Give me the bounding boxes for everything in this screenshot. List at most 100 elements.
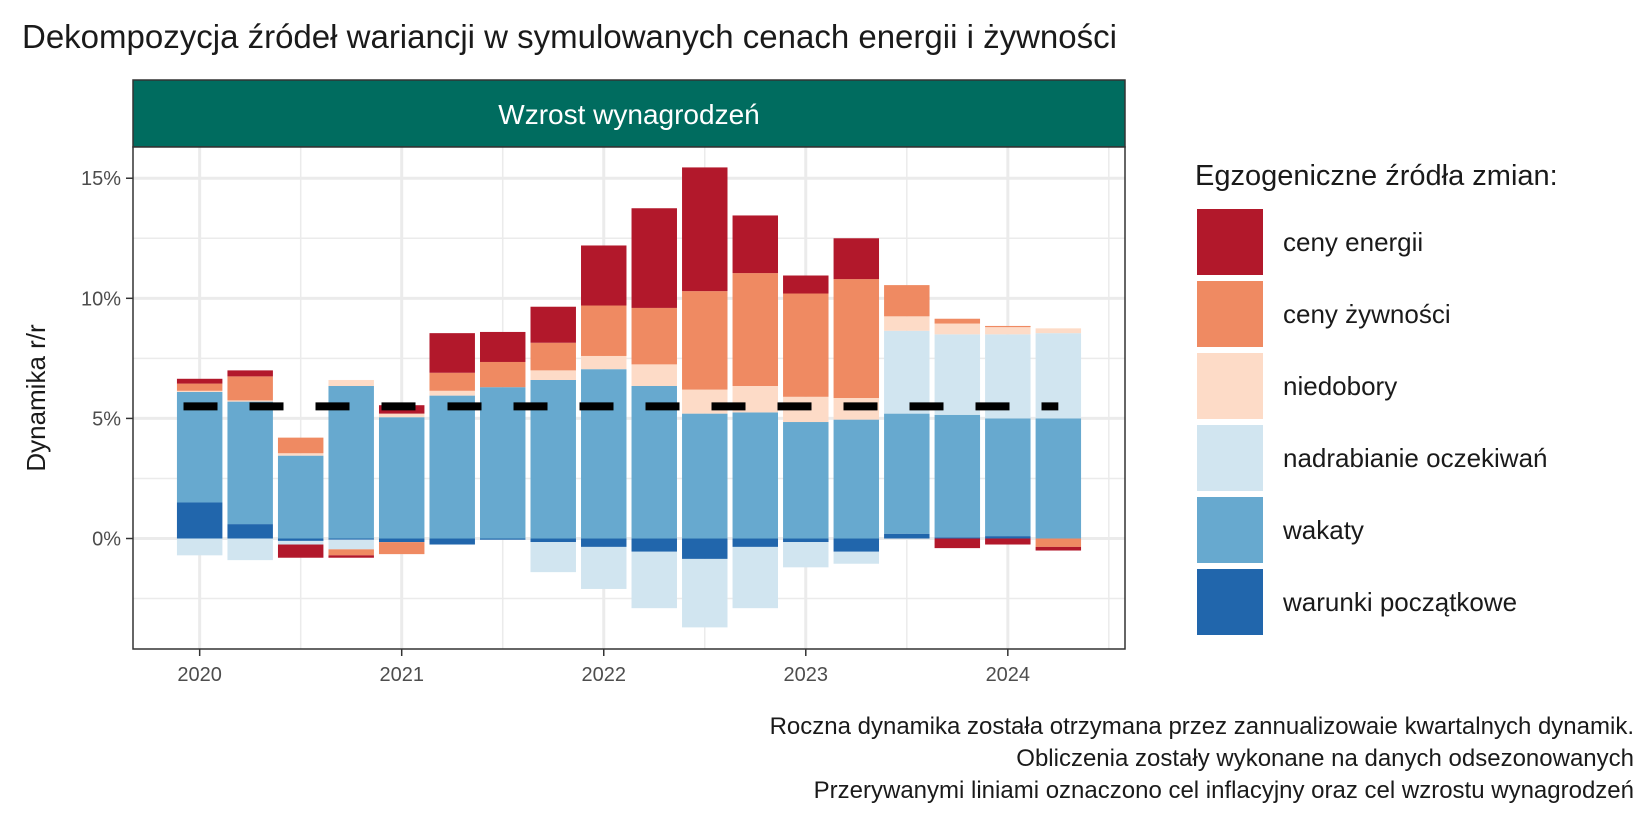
bar-segment — [884, 413, 930, 534]
x-tick-label: 2023 — [784, 664, 829, 686]
bar-segment — [429, 372, 475, 391]
bar-segment — [631, 307, 677, 365]
bar-segment — [631, 364, 677, 386]
bar-segment — [176, 390, 223, 392]
legend-swatch — [1197, 569, 1263, 635]
bar-segment — [429, 538, 475, 545]
facet-label: Wzrost wynagrodzeń — [498, 99, 759, 130]
legend-swatch — [1197, 209, 1263, 275]
x-tick-label: 2024 — [986, 664, 1031, 686]
bar-segment — [176, 538, 223, 556]
bar-segment — [985, 325, 1031, 328]
bar-segment — [328, 549, 374, 556]
legend: Egzogeniczne źródła zmian: ceny energii c… — [1195, 160, 1558, 635]
bar-segment — [682, 291, 728, 390]
legend-label: ceny energii — [1283, 227, 1423, 257]
bar-segment — [328, 555, 374, 558]
bar-segment — [682, 558, 728, 628]
bar-segment — [833, 538, 880, 552]
bar-segment — [581, 546, 627, 589]
bar-segment — [732, 412, 779, 539]
bar-segment — [783, 293, 829, 397]
bar-segment — [227, 524, 273, 539]
bar-segment — [682, 167, 728, 292]
bar-segment — [277, 540, 324, 545]
caption-3: Przerywanymi liniami oznaczono cel infla… — [813, 777, 1634, 804]
bar-segment — [1035, 418, 1082, 539]
bar-segment — [530, 342, 576, 371]
legend-swatch — [1197, 281, 1263, 347]
bar-segment — [479, 538, 526, 540]
bar-segment — [732, 546, 779, 609]
bar-segment — [479, 387, 526, 539]
bar-segment — [277, 538, 324, 541]
legend-label: nadrabianie oczekiwań — [1283, 443, 1548, 473]
y-axis-title: Dynamika r/r — [21, 324, 51, 472]
bar-segment — [176, 378, 223, 384]
bar-segment — [277, 455, 324, 539]
bar-segment — [581, 369, 627, 539]
bar-segment — [833, 551, 880, 564]
bar-segment — [176, 391, 223, 503]
bar-segment — [277, 544, 324, 558]
bar-segment — [934, 323, 981, 335]
bar-segment — [631, 385, 677, 539]
bar-segment — [378, 417, 425, 539]
bar-segment — [682, 538, 728, 559]
bar-segment — [783, 542, 829, 568]
bar-segment — [833, 279, 880, 398]
x-axis: 2020 2021 2022 2023 2024 — [177, 649, 1030, 686]
bar-segment — [429, 395, 475, 539]
bar-segment — [1035, 538, 1082, 547]
bar-segment — [530, 370, 576, 380]
y-tick-label: 10% — [81, 288, 121, 310]
bar-segment — [732, 215, 779, 274]
bar-segment — [934, 538, 981, 549]
bar-segment — [934, 334, 981, 415]
y-tick-label: 15% — [81, 168, 121, 190]
bar-segment — [884, 285, 930, 317]
bar-segment — [581, 245, 627, 306]
bar-segment — [1035, 546, 1082, 551]
bar-segment — [227, 401, 273, 525]
bar-segment — [176, 383, 223, 391]
bar-segment — [227, 370, 273, 377]
bar-segment — [884, 330, 930, 414]
bar-segment — [985, 538, 1031, 545]
bar-segment — [277, 453, 324, 456]
bar-segment — [176, 502, 223, 539]
bar-segment — [530, 542, 576, 573]
bar-segment — [227, 400, 273, 402]
bar-segment — [581, 305, 627, 356]
bar-segment — [682, 413, 728, 539]
y-axis: 0% 5% 10% 15% — [81, 168, 133, 551]
caption-1: Roczna dynamika została otrzymana przez … — [769, 713, 1634, 740]
bar-segment — [631, 551, 677, 609]
x-tick-label: 2021 — [379, 664, 424, 686]
bar-segment — [934, 537, 981, 539]
bar-segment — [884, 316, 930, 331]
bar-segment — [227, 376, 273, 401]
bar-segment — [378, 413, 425, 418]
legend-label: wakaty — [1282, 515, 1364, 545]
bar-segment — [429, 333, 475, 373]
chart-title: Dekompozycja źródeł wariancji w symulowa… — [22, 18, 1117, 55]
bar-segment — [530, 538, 576, 543]
legend-swatch — [1197, 497, 1263, 563]
legend-swatch — [1197, 353, 1263, 419]
bar-segment — [479, 331, 526, 362]
bar-segment — [328, 539, 374, 550]
bar-segment — [884, 533, 930, 539]
bar-segment — [530, 306, 576, 343]
bar-segment — [934, 318, 981, 324]
bar-segment — [783, 538, 829, 543]
bar-segment — [328, 538, 374, 540]
legend-title: Egzogeniczne źródła zmian: — [1195, 160, 1558, 192]
bar-segment — [833, 419, 880, 539]
facet-strip — [132, 79, 1126, 148]
bar-segment — [429, 390, 475, 396]
y-tick-label: 5% — [92, 408, 121, 430]
legend-label: niedobory — [1283, 371, 1397, 401]
bar-segment — [985, 327, 1031, 335]
